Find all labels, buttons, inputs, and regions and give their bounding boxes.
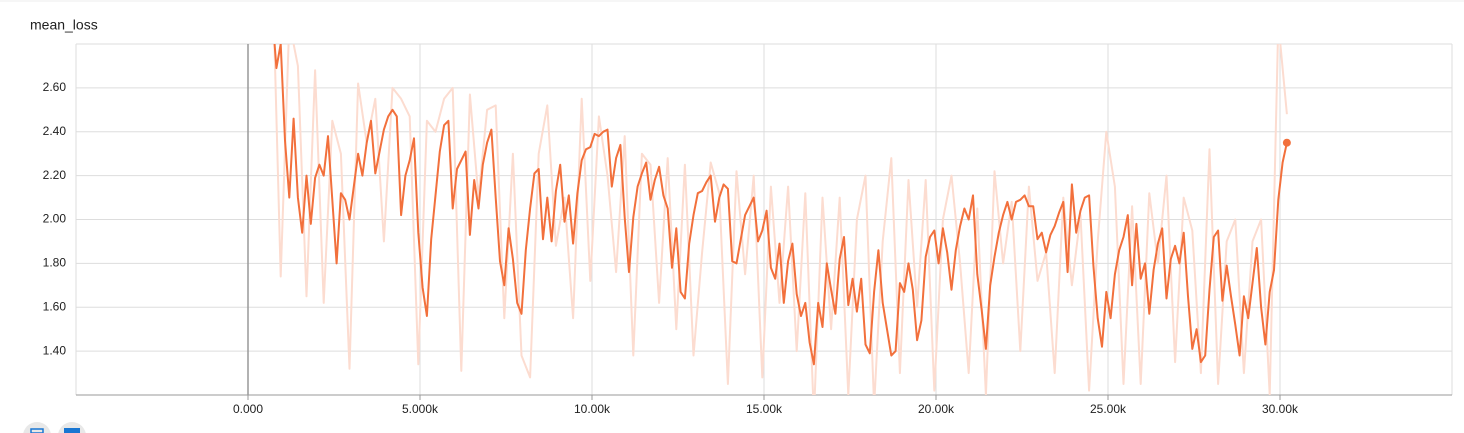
toolbar bbox=[23, 422, 86, 433]
x-tick-label: 25.00k bbox=[1090, 402, 1127, 416]
x-tick-label: 0.000 bbox=[233, 402, 263, 416]
last-point-marker bbox=[1282, 138, 1291, 147]
x-tick-label: 10.00k bbox=[574, 402, 611, 416]
series-line bbox=[273, 44, 1288, 395]
fit-domain-button[interactable] bbox=[23, 422, 51, 433]
x-tick-label: 15.00k bbox=[746, 402, 783, 416]
plot-area bbox=[273, 44, 1288, 395]
y-tick-label: 1.60 bbox=[43, 299, 67, 313]
download-icon bbox=[64, 428, 80, 433]
series-line bbox=[273, 44, 1288, 366]
y-tick-label: 2.40 bbox=[43, 124, 67, 138]
y-tick-label: 2.20 bbox=[43, 168, 67, 182]
x-tick-label: 5.000k bbox=[402, 402, 439, 416]
y-tick-label: 2.00 bbox=[43, 212, 67, 226]
y-tick-label: 2.60 bbox=[43, 80, 67, 94]
x-tick-label: 30.00k bbox=[1262, 402, 1299, 416]
y-tick-label: 1.40 bbox=[43, 343, 67, 357]
x-tick-label: 20.00k bbox=[918, 402, 955, 416]
chart-title: mean_loss bbox=[30, 17, 98, 33]
fit-icon bbox=[30, 428, 44, 433]
y-tick-label: 1.80 bbox=[43, 256, 67, 270]
